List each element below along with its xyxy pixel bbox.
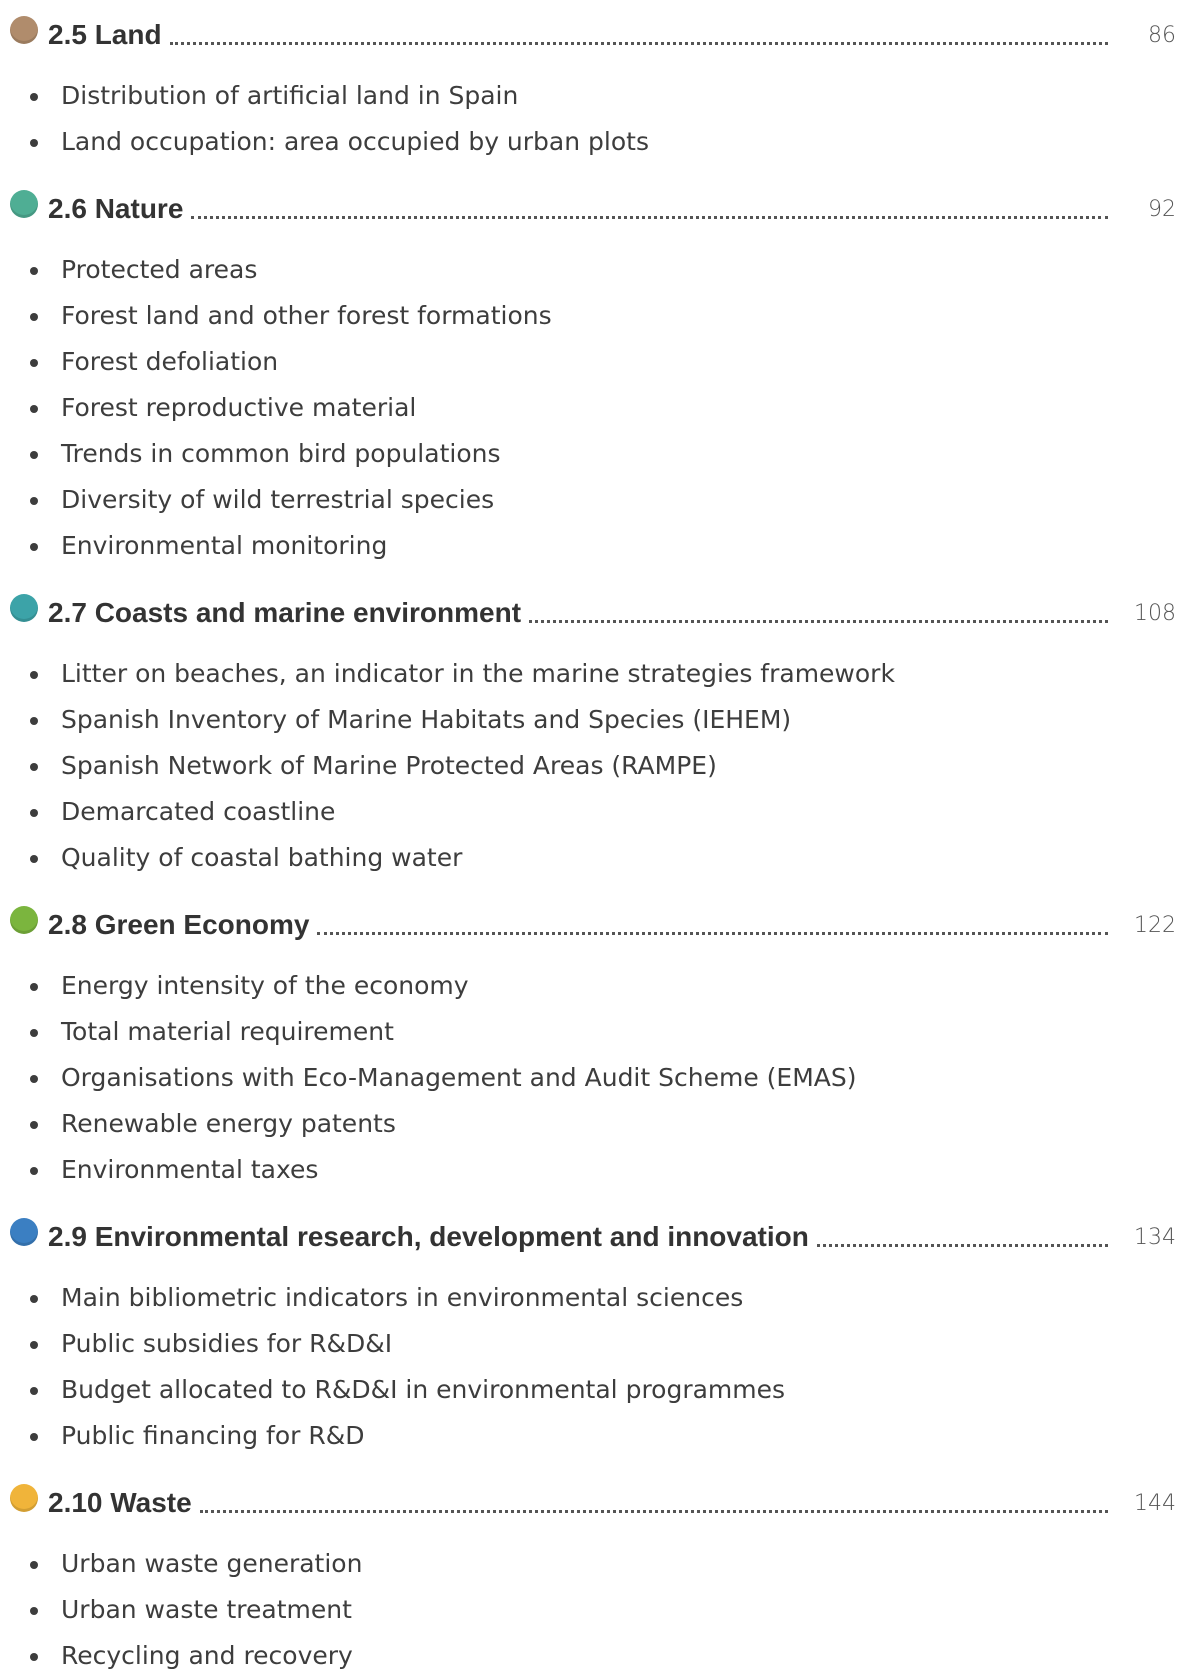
section-heading: 2.8 Green Economy 122 [0, 902, 1184, 948]
item-list: Protected areas Forest land and other for… [0, 247, 1184, 569]
toc-item: Distribution of artificial land in Spain [0, 73, 1184, 119]
page-number: 86 [1148, 22, 1176, 48]
toc-item: Forest defoliation [0, 339, 1184, 385]
section-heading: 2.9 Environmental research, development … [0, 1214, 1184, 1260]
toc-item: Public subsidies for R&D&I [0, 1321, 1184, 1367]
section-heading: 2.5 Land 86 [0, 12, 1184, 58]
toc-item: Spanish Network of Marine Protected Area… [0, 743, 1184, 789]
item-list: Urban waste generation Urban waste treatm… [0, 1541, 1184, 1679]
toc-item: Main bibliometric indicators in environm… [0, 1275, 1184, 1321]
item-list: Main bibliometric indicators in environm… [0, 1275, 1184, 1459]
toc-item: Urban waste treatment [0, 1587, 1184, 1633]
section-title: 2.5 Land [48, 19, 162, 50]
toc-item: Quality of coastal bathing water [0, 835, 1184, 881]
dot-leader [169, 41, 1108, 45]
toc-item: Urban waste generation [0, 1541, 1184, 1587]
toc-item: Recycling and recovery [0, 1633, 1184, 1679]
item-list: Litter on beaches, an indicator in the m… [0, 651, 1184, 881]
dot-leader [199, 1509, 1108, 1513]
toc-item: Demarcated coastline [0, 789, 1184, 835]
section-icon [10, 1484, 38, 1512]
toc-item: Protected areas [0, 247, 1184, 293]
section-icon [10, 906, 38, 934]
section-icon [10, 190, 38, 218]
toc-item: Forest land and other forest formations [0, 293, 1184, 339]
toc-item: Spanish Inventory of Marine Habitats and… [0, 697, 1184, 743]
page-number: 122 [1134, 912, 1176, 938]
toc-section: 2.10 Waste 144 Urban waste generation Urban… [0, 1480, 1184, 1679]
toc-item: Organisations with Eco-Management and Au… [0, 1055, 1184, 1101]
section-title: 2.10 Waste [48, 1487, 192, 1518]
toc-item: Environmental monitoring [0, 523, 1184, 569]
dot-leader [191, 215, 1108, 219]
dot-leader [317, 931, 1108, 935]
section-title: 2.9 Environmental research, development … [48, 1221, 809, 1252]
page-number: 144 [1134, 1490, 1176, 1516]
section-heading: 2.6 Nature 92 [0, 186, 1184, 232]
toc-item: Litter on beaches, an indicator in the m… [0, 651, 1184, 697]
section-heading: 2.7 Coasts and marine environment 108 [0, 590, 1184, 636]
toc-item: Forest reproductive material [0, 385, 1184, 431]
section-title: 2.8 Green Economy [48, 909, 310, 940]
section-title: 2.6 Nature [48, 193, 184, 224]
toc-section: 2.6 Nature 92 Protected areas Forest land a… [0, 186, 1184, 569]
page-number: 134 [1134, 1224, 1176, 1250]
toc-item: Total material requirement [0, 1009, 1184, 1055]
item-list: Energy intensity of the economy Total mat… [0, 963, 1184, 1193]
section-icon [10, 1218, 38, 1246]
toc-item: Diversity of wild terrestrial species [0, 477, 1184, 523]
toc-item: Budget allocated to R&D&I in environment… [0, 1367, 1184, 1413]
section-heading: 2.10 Waste 144 [0, 1480, 1184, 1526]
section-icon [10, 16, 38, 44]
toc-section: 2.5 Land 86 Distribution of artificial lan… [0, 12, 1184, 165]
toc-item: Public financing for R&D [0, 1413, 1184, 1459]
toc-section: 2.7 Coasts and marine environment 108 Litt… [0, 590, 1184, 881]
toc-item: Environmental taxes [0, 1147, 1184, 1193]
section-title: 2.7 Coasts and marine environment [48, 597, 522, 628]
section-icon [10, 594, 38, 622]
dot-leader [529, 619, 1108, 623]
toc-item: Trends in common bird populations [0, 431, 1184, 477]
page-number: 92 [1148, 196, 1176, 222]
toc-item: Land occupation: area occupied by urban … [0, 119, 1184, 165]
dot-leader [816, 1243, 1108, 1247]
page-number: 108 [1134, 600, 1176, 626]
toc-item: Renewable energy patents [0, 1101, 1184, 1147]
item-list: Distribution of artificial land in Spain… [0, 73, 1184, 165]
toc-section: 2.9 Environmental research, development … [0, 1214, 1184, 1459]
toc-section: 2.8 Green Economy 122 Energy intensity of … [0, 902, 1184, 1193]
toc-item: Energy intensity of the economy [0, 963, 1184, 1009]
